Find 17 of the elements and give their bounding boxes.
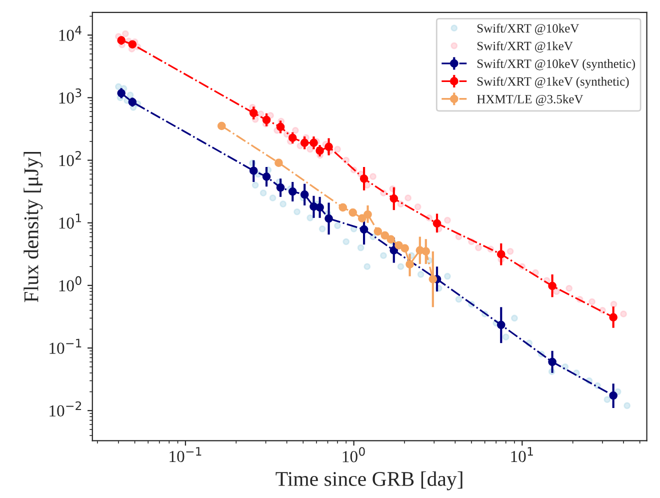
y-tick-label: 10$^{1}$ [59,214,82,229]
x-axis-title: Time since GRB [day] [276,471,462,490]
x-tick-label: 10$^{−1}$ [170,447,202,462]
y-tick-label: 10$^{2}$ [59,150,81,166]
y-tick-label: 10$^{−1}$ [50,338,82,354]
legend-label: Swift/XRT @10keV [477,24,580,35]
y-tick-label: 10$^{4}$ [59,26,82,41]
legend-label: Swift/XRT @1keV (synthetic) [477,76,629,88]
y-tick-label: 10$^{0}$ [59,276,82,292]
y-tick-label: 10$^{−2}$ [50,401,82,417]
x-tick-label: 10$^{0}$ [342,447,365,462]
legend-label: Swift/XRT @10keV (synthetic) [477,59,635,71]
y-tick-label: 10$^{3}$ [59,88,82,104]
legend-label: Swift/XRT @1keV [477,41,573,52]
legend-label: HXMT/LE @3.5keV [476,94,584,106]
x-tick-label: 10$^{1}$ [511,447,533,462]
y-axis-title: Flux density [μJy] [24,152,43,302]
